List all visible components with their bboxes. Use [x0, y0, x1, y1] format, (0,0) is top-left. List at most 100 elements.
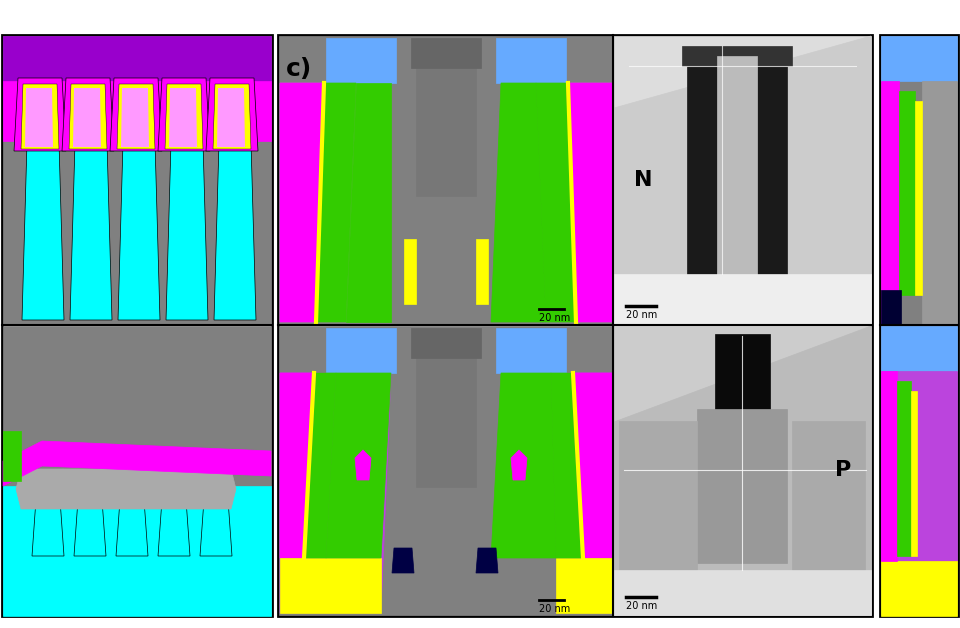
Polygon shape — [511, 450, 527, 480]
Polygon shape — [206, 78, 258, 151]
Bar — [3, 36, 271, 325]
Bar — [2, 35, 272, 616]
Polygon shape — [21, 84, 59, 149]
Bar — [3, 486, 271, 616]
Polygon shape — [214, 71, 256, 320]
Polygon shape — [74, 471, 106, 556]
Polygon shape — [166, 71, 208, 320]
Bar — [881, 371, 897, 561]
Polygon shape — [200, 471, 232, 556]
Polygon shape — [32, 471, 64, 556]
Polygon shape — [326, 373, 391, 558]
Bar — [897, 381, 911, 556]
Polygon shape — [556, 373, 613, 613]
Polygon shape — [476, 548, 498, 573]
Polygon shape — [158, 471, 190, 556]
Bar — [614, 36, 871, 324]
Bar — [922, 81, 957, 325]
Polygon shape — [116, 471, 148, 556]
Polygon shape — [158, 78, 210, 151]
Polygon shape — [3, 441, 271, 486]
Polygon shape — [118, 71, 160, 320]
Text: c): c) — [286, 57, 312, 81]
Bar — [496, 38, 566, 83]
Polygon shape — [142, 469, 194, 509]
Bar — [881, 326, 957, 615]
Bar — [326, 328, 396, 373]
Polygon shape — [165, 84, 203, 149]
Polygon shape — [217, 88, 245, 147]
Bar — [404, 239, 416, 304]
Polygon shape — [551, 373, 581, 558]
Polygon shape — [614, 36, 871, 324]
Polygon shape — [316, 83, 356, 322]
Bar — [411, 328, 481, 358]
Polygon shape — [566, 83, 613, 322]
Polygon shape — [184, 469, 236, 509]
Polygon shape — [117, 84, 155, 149]
Text: 20 nm: 20 nm — [626, 310, 658, 320]
Bar — [3, 326, 271, 615]
Bar — [899, 91, 915, 295]
Polygon shape — [280, 373, 316, 558]
Text: P: P — [835, 460, 851, 480]
Bar — [278, 35, 872, 616]
Bar — [476, 239, 488, 304]
Bar — [911, 391, 917, 556]
Text: 20 nm: 20 nm — [539, 313, 570, 323]
Polygon shape — [346, 83, 391, 322]
Bar — [717, 56, 757, 284]
Text: 20 nm: 20 nm — [626, 601, 658, 611]
Bar — [416, 328, 476, 487]
Polygon shape — [355, 450, 371, 480]
Bar — [326, 38, 396, 83]
Polygon shape — [536, 83, 576, 322]
Bar — [697, 409, 787, 563]
Bar — [881, 326, 957, 371]
Bar — [3, 36, 271, 86]
Polygon shape — [25, 88, 53, 147]
Bar — [881, 371, 957, 561]
Bar — [496, 328, 566, 373]
Polygon shape — [62, 78, 114, 151]
Text: N: N — [634, 170, 653, 190]
Bar — [757, 56, 787, 284]
Bar — [881, 36, 957, 325]
Bar — [3, 431, 21, 481]
Bar — [682, 46, 792, 66]
Polygon shape — [306, 373, 336, 558]
Polygon shape — [280, 373, 391, 613]
Bar — [556, 558, 613, 613]
Bar — [881, 36, 957, 81]
Polygon shape — [213, 84, 251, 149]
Polygon shape — [70, 71, 112, 320]
Polygon shape — [169, 88, 197, 147]
Polygon shape — [100, 469, 152, 509]
Polygon shape — [110, 78, 162, 151]
Bar — [619, 421, 697, 585]
Polygon shape — [491, 83, 546, 322]
Bar — [880, 35, 958, 616]
Polygon shape — [614, 326, 871, 615]
Bar — [792, 421, 865, 585]
Polygon shape — [16, 469, 68, 509]
Polygon shape — [58, 469, 110, 509]
Polygon shape — [22, 71, 64, 320]
Bar — [687, 56, 717, 284]
Polygon shape — [280, 83, 391, 322]
Polygon shape — [280, 83, 326, 322]
Polygon shape — [69, 84, 107, 149]
Bar — [279, 36, 614, 324]
Bar — [881, 81, 899, 325]
Polygon shape — [491, 373, 556, 558]
Bar — [614, 274, 871, 324]
Bar — [614, 326, 871, 615]
Polygon shape — [546, 83, 613, 322]
Bar — [915, 101, 922, 295]
Polygon shape — [73, 88, 101, 147]
Bar — [411, 38, 481, 68]
Bar — [3, 81, 271, 141]
Polygon shape — [571, 373, 613, 558]
Polygon shape — [121, 88, 149, 147]
Bar — [614, 570, 871, 615]
